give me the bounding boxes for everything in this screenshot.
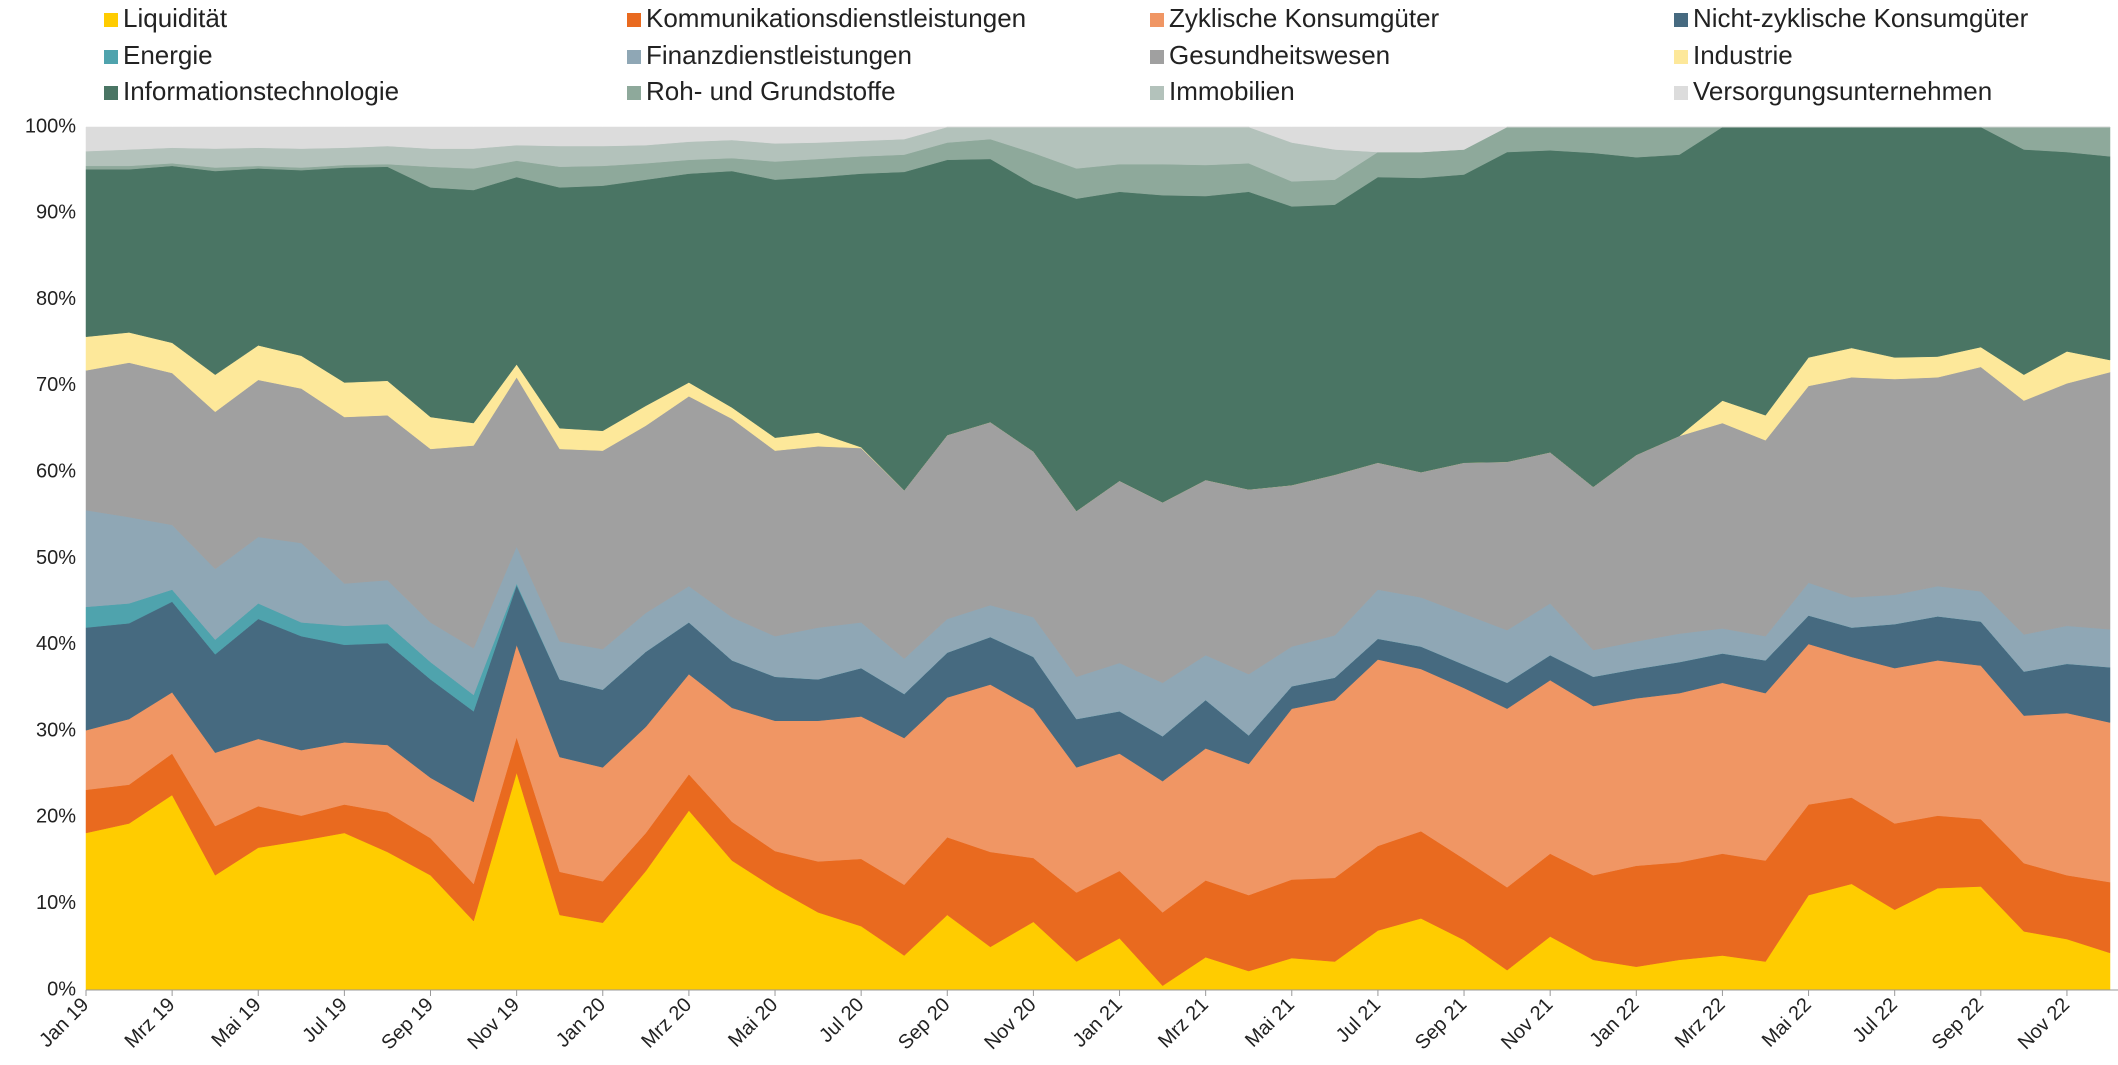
y-tick-label: 70%: [36, 374, 76, 396]
x-tick-label: Mrz 21: [1154, 994, 1213, 1053]
x-tick-label: Nov 20: [980, 994, 1040, 1054]
x-tick-label: Mai 21: [1241, 994, 1299, 1052]
y-tick-label: 90%: [36, 202, 76, 224]
legend-swatch: [1674, 50, 1688, 64]
legend-label: Roh- und Grundstoffe: [646, 76, 896, 106]
x-tick-label: Jul 21: [1332, 994, 1385, 1047]
x-tick-label: Mrz 22: [1671, 994, 1730, 1053]
y-tick-label: 60%: [36, 460, 76, 482]
legend-swatch: [1150, 50, 1164, 64]
y-tick-label: 50%: [36, 547, 76, 569]
x-tick-label: Jul 19: [298, 994, 351, 1047]
x-tick-label: Jan 22: [1586, 994, 1644, 1052]
legend-swatch: [1150, 13, 1164, 27]
x-tick-label: Sep 22: [1928, 994, 1988, 1054]
x-tick-label: Jan 19: [35, 994, 93, 1052]
legend-label: Energie: [123, 40, 213, 70]
y-tick-label: 100%: [25, 115, 76, 137]
y-tick-label: 80%: [36, 288, 76, 310]
legend-swatch: [104, 13, 118, 27]
x-tick-label: Sep 19: [377, 994, 437, 1054]
x-tick-label: Mai 20: [724, 994, 782, 1052]
legend-label: Industrie: [1693, 40, 1793, 70]
x-tick-label: Jul 20: [815, 994, 868, 1047]
x-tick-label: Mai 22: [1758, 994, 1816, 1052]
legend-label: Liquidität: [123, 3, 228, 33]
legend-swatch: [1674, 13, 1688, 27]
legend-swatch: [627, 86, 641, 100]
legend-label: Finanzdienstleistungen: [646, 40, 912, 70]
legend-label: Informationstechnologie: [123, 76, 399, 106]
x-tick-label: Sep 20: [894, 994, 954, 1054]
x-tick-label: Jan 21: [1069, 994, 1127, 1052]
legend-swatch: [1150, 86, 1164, 100]
x-tick-label: Sep 21: [1411, 994, 1471, 1054]
legend-swatch: [1674, 86, 1688, 100]
x-tick-label: Jan 20: [552, 994, 610, 1052]
x-tick-label: Jul 22: [1849, 994, 1902, 1047]
x-tick-label: Nov 21: [1497, 994, 1557, 1054]
legend-label: Versorgungsunternehmen: [1693, 76, 1992, 106]
legend-label: Gesundheitswesen: [1169, 40, 1390, 70]
legend-swatch: [104, 50, 118, 64]
x-tick-label: Mai 19: [208, 994, 266, 1052]
y-tick-label: 10%: [36, 892, 76, 914]
legend-swatch: [627, 50, 641, 64]
legend-label: Kommunikationsdienstleistungen: [646, 3, 1026, 33]
x-tick-label: Nov 22: [2014, 994, 2074, 1054]
legend-label: Zyklische Konsumgüter: [1169, 3, 1440, 33]
legend-swatch: [627, 13, 641, 27]
x-tick-label: Mrz 19: [121, 994, 180, 1053]
area: [85, 126, 2110, 153]
legend-label: Nicht-zyklische Konsumgüter: [1693, 3, 2029, 33]
y-tick-label: 30%: [36, 719, 76, 741]
x-tick-label: Mrz 20: [637, 994, 696, 1053]
x-tick-label: Nov 19: [464, 994, 524, 1054]
y-tick-label: 0%: [47, 978, 76, 1000]
legend-swatch: [104, 86, 118, 100]
y-tick-label: 40%: [36, 633, 76, 655]
legend-label: Immobilien: [1169, 76, 1295, 106]
y-tick-label: 20%: [36, 806, 76, 828]
